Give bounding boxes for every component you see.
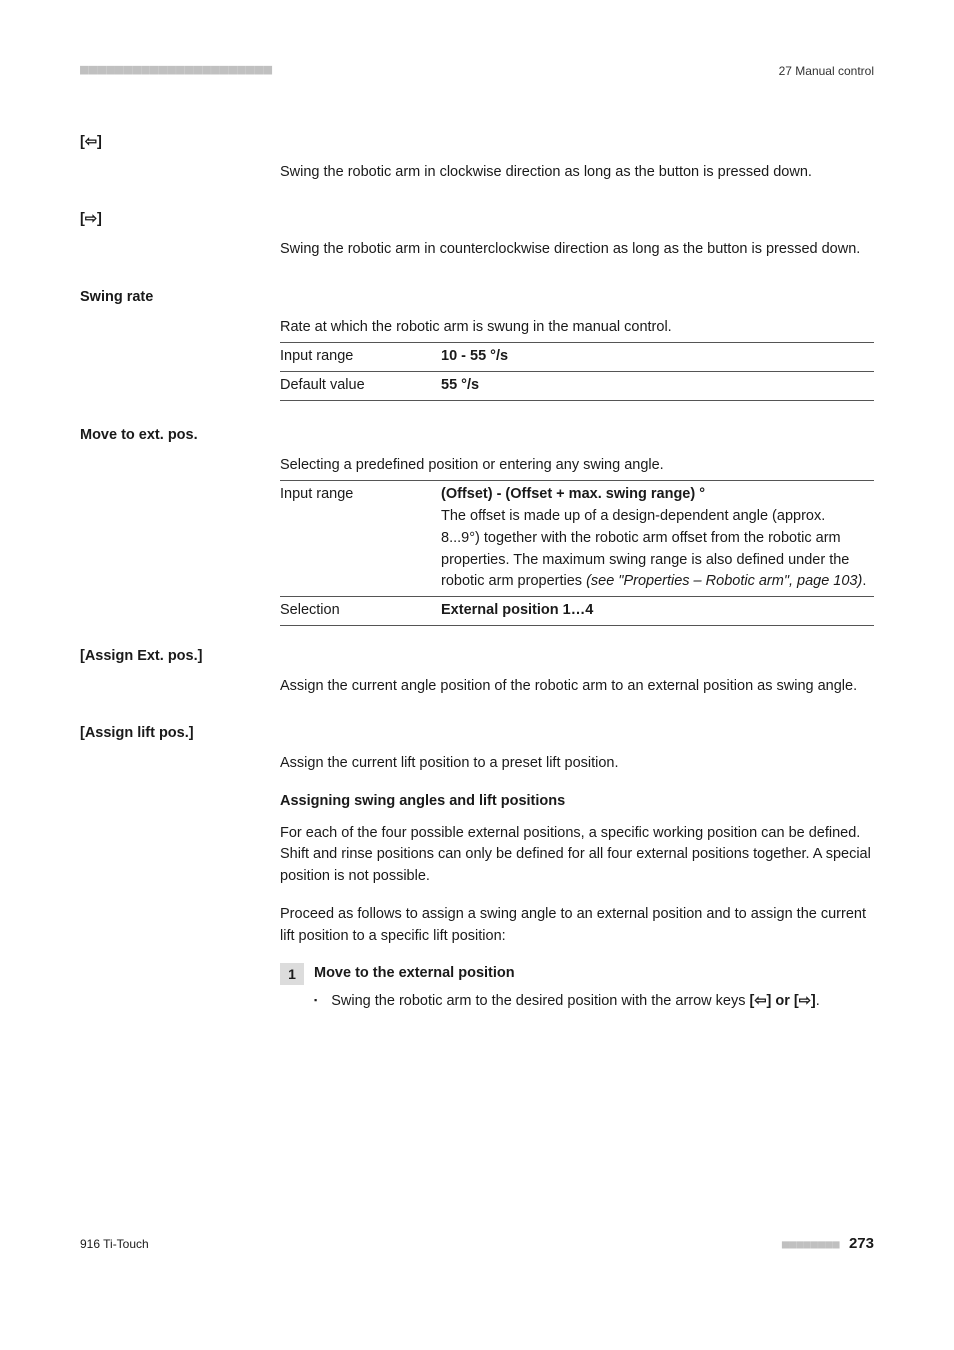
move-ext-v1: External position 1…4 bbox=[435, 597, 874, 626]
section-arrow-left: [⇦] bbox=[80, 130, 874, 154]
bullet-pre: Swing the robotic arm to the desired pos… bbox=[331, 993, 749, 1009]
text-assign-ext: Assign the current angle position of the… bbox=[280, 676, 874, 698]
section-assign-ext: [Assign Ext. pos.] bbox=[80, 644, 874, 668]
section-arrow-left-body: Swing the robotic arm in clockwise direc… bbox=[80, 162, 874, 200]
section-arrow-right-body: Swing the robotic arm in counterclockwis… bbox=[80, 239, 874, 277]
text-arrow-left: Swing the robotic arm in clockwise direc… bbox=[280, 162, 874, 184]
section-move-ext-body: Selecting a predefined position or enter… bbox=[80, 455, 874, 636]
desc-move-ext: Selecting a predefined position or enter… bbox=[280, 455, 874, 477]
section-arrow-right: [⇨] bbox=[80, 207, 874, 231]
label-assign-ext: [Assign Ext. pos.] bbox=[80, 644, 280, 668]
move-ext-v0-ref: (see "Properties – Robotic arm", page 10… bbox=[586, 573, 862, 589]
section-move-ext: Move to ext. pos. bbox=[80, 423, 874, 447]
section-swing-rate: Swing rate bbox=[80, 285, 874, 309]
section-assign-ext-body: Assign the current angle position of the… bbox=[80, 676, 874, 714]
text-assign-lift: Assign the current lift position to a pr… bbox=[280, 753, 874, 775]
procedure-p1: For each of the four possible external p… bbox=[280, 823, 874, 888]
table-move-ext: Input range (Offset) - (Offset + max. sw… bbox=[280, 480, 874, 626]
step-number: 1 bbox=[280, 963, 304, 985]
swing-rate-k1: Default value bbox=[280, 372, 435, 401]
bullet-keys: [⇦] or [⇨] bbox=[750, 993, 816, 1009]
label-move-ext: Move to ext. pos. bbox=[80, 423, 280, 447]
header-chapter: 27 Manual control bbox=[779, 62, 874, 80]
section-assign-lift: [Assign lift pos.] bbox=[80, 721, 874, 745]
swing-rate-v1: 55 °/s bbox=[435, 372, 874, 401]
section-swing-rate-body: Rate at which the robotic arm is swung i… bbox=[80, 317, 874, 411]
table-swing-rate: Input range 10 - 55 °/s Default value 55… bbox=[280, 342, 874, 401]
label-arrow-left: [⇦] bbox=[80, 130, 280, 154]
step-1: 1 Move to the external position Swing th… bbox=[280, 963, 874, 1013]
label-swing-rate: Swing rate bbox=[80, 285, 280, 309]
move-ext-v0-after: . bbox=[862, 573, 866, 589]
move-ext-v0: (Offset) - (Offset + max. swing range) °… bbox=[435, 481, 874, 597]
text-arrow-right: Swing the robotic arm in counterclockwis… bbox=[280, 239, 874, 261]
page-header: ■■■■■■■■■■■■■■■■■■■■■■ 27 Manual control bbox=[80, 60, 874, 82]
move-ext-v0-bold: (Offset) - (Offset + max. swing range) ° bbox=[441, 486, 705, 502]
swing-rate-k0: Input range bbox=[280, 343, 435, 372]
bullet-post: . bbox=[816, 993, 820, 1009]
footer-page: 273 bbox=[849, 1235, 874, 1252]
move-ext-k1: Selection bbox=[280, 597, 435, 626]
desc-swing-rate: Rate at which the robotic arm is swung i… bbox=[280, 317, 874, 339]
footer-dashes: ■■■■■■■■ bbox=[782, 1237, 840, 1251]
procedure-p2: Proceed as follows to assign a swing ang… bbox=[280, 904, 874, 948]
step-title: Move to the external position bbox=[314, 965, 515, 981]
section-assign-lift-body: Assign the current lift position to a pr… bbox=[80, 753, 874, 1013]
label-arrow-right: [⇨] bbox=[80, 207, 280, 231]
procedure-title: Assigning swing angles and lift position… bbox=[280, 791, 874, 813]
footer-product: 916 Ti-Touch bbox=[80, 1235, 149, 1253]
footer-right: ■■■■■■■■ 273 bbox=[782, 1233, 874, 1256]
label-assign-lift: [Assign lift pos.] bbox=[80, 721, 280, 745]
swing-rate-v0: 10 - 55 °/s bbox=[435, 343, 874, 372]
page-footer: 916 Ti-Touch ■■■■■■■■ 273 bbox=[80, 1233, 874, 1256]
step-bullet: Swing the robotic arm to the desired pos… bbox=[314, 991, 874, 1013]
move-ext-k0: Input range bbox=[280, 481, 435, 597]
header-dashes: ■■■■■■■■■■■■■■■■■■■■■■ bbox=[80, 60, 272, 82]
